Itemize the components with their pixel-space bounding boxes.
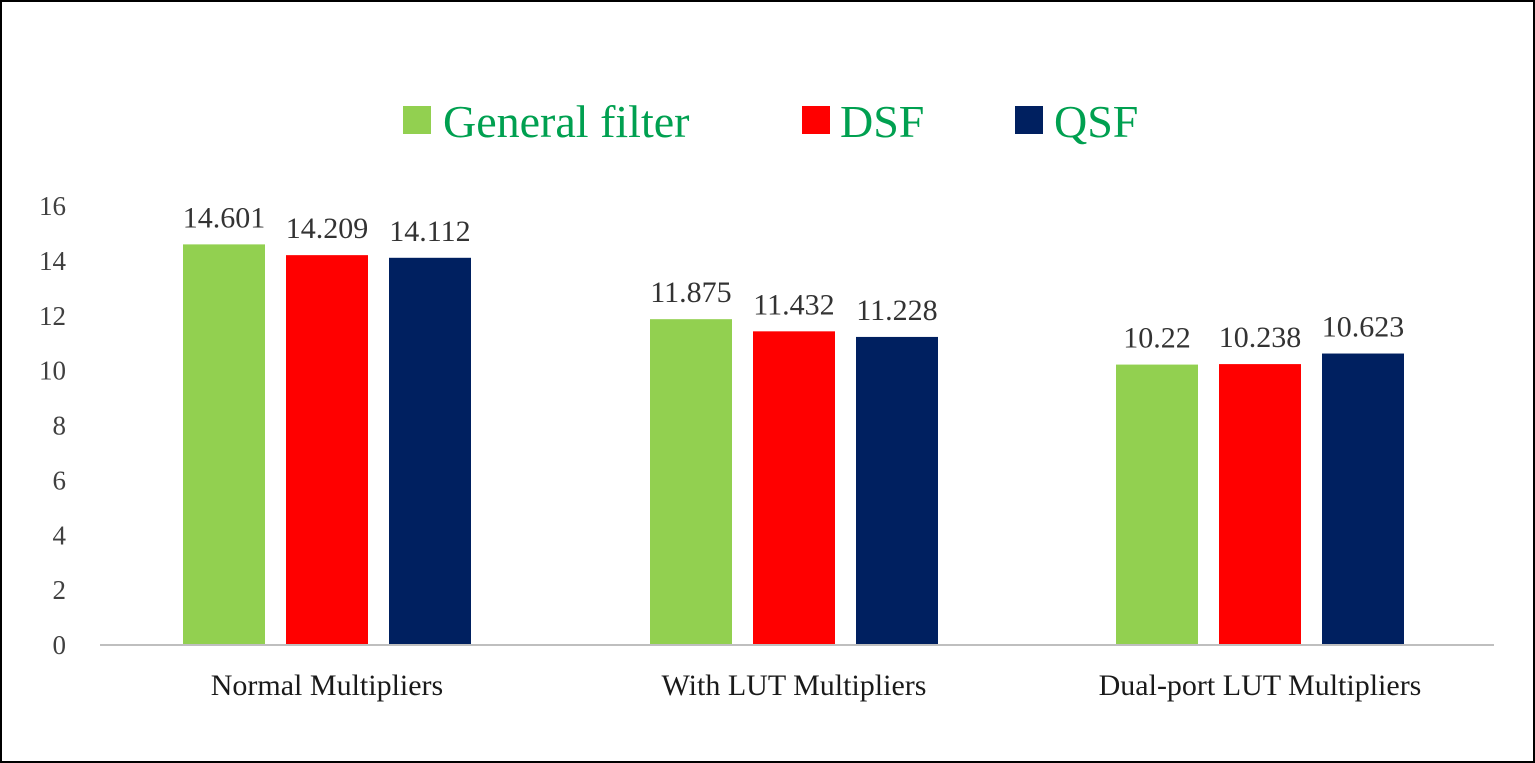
data-label-qsf-with-lut-multipliers: 11.228	[856, 294, 937, 327]
legend-swatch-general-filter	[403, 106, 431, 134]
legend-label-dsf: DSF	[840, 96, 924, 147]
legend-swatch-dsf	[802, 106, 830, 134]
bar-general-filter-dual-port-lut-multipliers	[1116, 364, 1198, 645]
data-label-general-filter-with-lut-multipliers: 11.875	[650, 276, 731, 309]
bar-qsf-normal-multipliers	[389, 257, 471, 645]
bars-group	[183, 244, 1404, 645]
x-category-label: Dual-port LUT Multipliers	[1099, 669, 1422, 702]
legend: General filter DSF QSF	[403, 96, 1138, 147]
data-label-dsf-with-lut-multipliers: 11.432	[753, 288, 834, 321]
x-category-label: With LUT Multipliers	[662, 669, 927, 702]
data-label-qsf-dual-port-lut-multipliers: 10.623	[1322, 311, 1405, 344]
legend-label-general-filter: General filter	[443, 96, 689, 147]
data-label-dsf-normal-multipliers: 14.209	[286, 212, 369, 245]
data-label-dsf-dual-port-lut-multipliers: 10.238	[1219, 321, 1302, 354]
y-tick-label: 16	[39, 191, 66, 221]
data-label-general-filter-dual-port-lut-multipliers: 10.22	[1123, 322, 1191, 355]
bar-general-filter-normal-multipliers	[183, 244, 265, 645]
y-tick-label: 8	[53, 411, 67, 441]
legend-label-qsf: QSF	[1054, 96, 1138, 147]
data-label-general-filter-normal-multipliers: 14.601	[183, 201, 266, 234]
bar-general-filter-with-lut-multipliers	[650, 319, 732, 645]
value-labels-group: 14.601 11.875 10.22 14.209 11.432 10.238 14.11…	[183, 201, 1405, 354]
y-tick-label: 0	[53, 630, 67, 660]
y-tick-label: 10	[39, 356, 66, 386]
y-tick-label: 12	[39, 301, 66, 331]
y-tick-label: 2	[53, 575, 67, 605]
bar-dsf-with-lut-multipliers	[753, 331, 835, 645]
x-axis: Normal Multipliers With LUT Multipliers …	[211, 669, 1422, 702]
bar-qsf-with-lut-multipliers	[856, 336, 938, 645]
y-tick-label: 6	[53, 465, 67, 495]
y-tick-label: 4	[53, 520, 67, 550]
bar-dsf-normal-multipliers	[286, 255, 368, 645]
bar-qsf-dual-port-lut-multipliers	[1322, 353, 1404, 645]
data-label-qsf-normal-multipliers: 14.112	[389, 215, 470, 248]
y-axis: 0 2 4 6 8 10 12 14 16	[39, 191, 67, 660]
y-tick-label: 14	[39, 246, 67, 276]
bar-dsf-dual-port-lut-multipliers	[1219, 364, 1301, 645]
legend-swatch-qsf	[1015, 106, 1043, 134]
x-category-label: Normal Multipliers	[211, 669, 443, 702]
